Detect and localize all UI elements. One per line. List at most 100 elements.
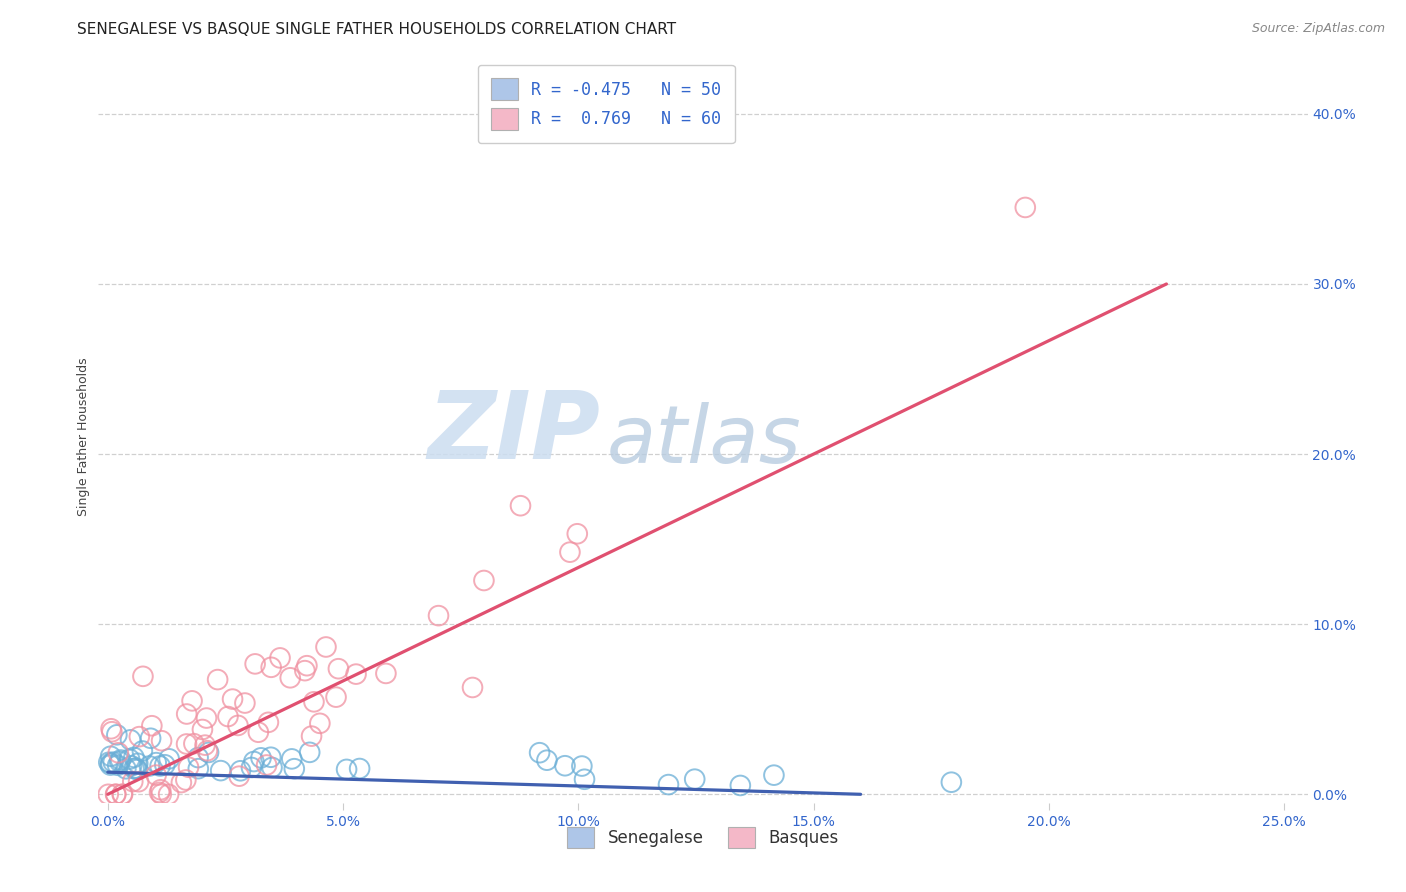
Point [122, 750, 145, 764]
Point [243, 657, 266, 671]
Point [125, 763, 148, 777]
Point [302, 695, 325, 709]
Point [111, 787, 134, 801]
Point [509, 499, 531, 513]
Point [183, 737, 205, 751]
Point [197, 746, 219, 760]
Point [128, 774, 150, 789]
Point [145, 768, 167, 782]
Point [195, 711, 218, 725]
Point [374, 666, 396, 681]
Point [139, 731, 162, 746]
Point [100, 722, 122, 736]
Point [325, 690, 347, 705]
Point [657, 778, 679, 792]
Point [181, 694, 204, 708]
Point [127, 756, 149, 771]
Point [103, 755, 125, 769]
Point [104, 787, 127, 801]
Point [100, 756, 122, 771]
Point [298, 745, 321, 759]
Point [233, 696, 256, 710]
Point [344, 667, 367, 681]
Point [107, 758, 129, 772]
Point [558, 545, 581, 559]
Point [100, 758, 122, 772]
Point [122, 762, 145, 776]
Point [97, 756, 120, 770]
Point [226, 718, 249, 732]
Point [536, 753, 558, 767]
Point [260, 760, 283, 774]
Point [174, 772, 197, 787]
Point [111, 787, 134, 801]
Point [195, 744, 218, 758]
Point [150, 733, 173, 747]
Point [121, 759, 143, 773]
Point [1014, 201, 1036, 215]
Point [131, 744, 153, 758]
Point [567, 526, 589, 541]
Point [176, 737, 198, 751]
Point [554, 758, 576, 772]
Point [120, 732, 142, 747]
Point [107, 746, 129, 760]
Point [260, 660, 283, 674]
Legend: Senegalese, Basques: Senegalese, Basques [560, 819, 846, 856]
Point [187, 750, 209, 764]
Point [295, 658, 318, 673]
Text: ZIP: ZIP [427, 387, 600, 479]
Y-axis label: Single Father Households: Single Father Households [77, 358, 90, 516]
Point [461, 681, 484, 695]
Point [101, 724, 124, 739]
Point [132, 669, 155, 683]
Point [281, 752, 304, 766]
Point [278, 671, 301, 685]
Point [187, 762, 209, 776]
Point [121, 774, 143, 789]
Point [128, 730, 150, 744]
Point [571, 759, 593, 773]
Text: Source: ZipAtlas.com: Source: ZipAtlas.com [1251, 22, 1385, 36]
Point [472, 574, 495, 588]
Point [228, 769, 250, 783]
Point [125, 761, 148, 775]
Point [574, 772, 596, 787]
Point [104, 787, 127, 801]
Point [243, 755, 266, 769]
Point [730, 779, 752, 793]
Text: SENEGALESE VS BASQUE SINGLE FATHER HOUSEHOLDS CORRELATION CHART: SENEGALESE VS BASQUE SINGLE FATHER HOUSE… [77, 22, 676, 37]
Point [157, 752, 180, 766]
Text: atlas: atlas [606, 401, 801, 480]
Point [149, 759, 172, 773]
Point [257, 715, 280, 730]
Point [141, 719, 163, 733]
Point [153, 757, 176, 772]
Point [108, 755, 131, 769]
Point [194, 738, 217, 752]
Point [315, 640, 337, 654]
Point [256, 758, 278, 772]
Point [762, 768, 785, 782]
Point [209, 764, 232, 778]
Point [247, 725, 270, 739]
Point [349, 762, 371, 776]
Point [150, 787, 173, 801]
Point [294, 664, 316, 678]
Point [118, 752, 141, 766]
Point [221, 692, 243, 706]
Point [217, 709, 239, 723]
Point [250, 751, 273, 765]
Point [115, 762, 138, 776]
Point [240, 760, 263, 774]
Point [229, 764, 252, 778]
Point [336, 763, 359, 777]
Point [105, 728, 128, 742]
Point [138, 759, 160, 773]
Point [328, 662, 350, 676]
Point [170, 775, 193, 789]
Point [427, 608, 450, 623]
Point [941, 775, 963, 789]
Point [301, 729, 323, 743]
Point [97, 787, 120, 801]
